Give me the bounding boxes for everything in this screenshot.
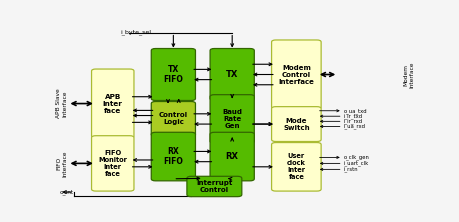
Text: Control
Logic: Control Logic <box>158 113 188 125</box>
FancyBboxPatch shape <box>151 132 195 181</box>
Text: Interrupt
Control: Interrupt Control <box>196 180 232 193</box>
Text: Baud
Rate
Gen: Baud Rate Gen <box>222 109 241 129</box>
Text: i_ir_txd: i_ir_txd <box>343 113 362 119</box>
Text: o_ua_txd: o_ua_txd <box>343 108 366 114</box>
Text: i_ir_rxd: i_ir_rxd <box>343 119 362 124</box>
Text: o_int: o_int <box>59 189 73 195</box>
FancyBboxPatch shape <box>151 101 195 136</box>
Text: RX
FIFO: RX FIFO <box>163 147 183 166</box>
FancyBboxPatch shape <box>271 143 320 191</box>
Text: APB
Inter
face: APB Inter face <box>103 93 123 114</box>
Text: FIFO
Interface: FIFO Interface <box>56 150 67 177</box>
FancyBboxPatch shape <box>151 49 195 101</box>
Text: i_byte_sel: i_byte_sel <box>120 30 151 36</box>
Text: TX
FIFO: TX FIFO <box>163 65 183 84</box>
FancyBboxPatch shape <box>210 49 254 101</box>
Text: i_ua_rxd: i_ua_rxd <box>343 124 364 129</box>
FancyBboxPatch shape <box>186 176 241 197</box>
Text: Modem
Interface: Modem Interface <box>403 61 413 88</box>
FancyBboxPatch shape <box>210 95 254 143</box>
FancyBboxPatch shape <box>91 69 134 138</box>
Text: Modem
Control
Interface: Modem Control Interface <box>278 65 313 85</box>
Text: APB Slave
Interface: APB Slave Interface <box>56 89 67 119</box>
FancyBboxPatch shape <box>91 136 134 191</box>
Text: FIFO
Monitor
Inter
face: FIFO Monitor Inter face <box>98 150 127 177</box>
Text: RX: RX <box>225 152 238 161</box>
FancyBboxPatch shape <box>271 107 320 141</box>
Text: TX: TX <box>225 70 238 79</box>
Text: i_uart_clk: i_uart_clk <box>343 161 368 166</box>
Text: Mode
Switch: Mode Switch <box>282 118 309 131</box>
Text: o_clk_gen: o_clk_gen <box>343 155 369 160</box>
Text: i_rstn: i_rstn <box>343 166 357 172</box>
Text: User
clock
Inter
face: User clock Inter face <box>286 153 305 180</box>
FancyBboxPatch shape <box>210 132 254 181</box>
FancyBboxPatch shape <box>271 40 320 109</box>
